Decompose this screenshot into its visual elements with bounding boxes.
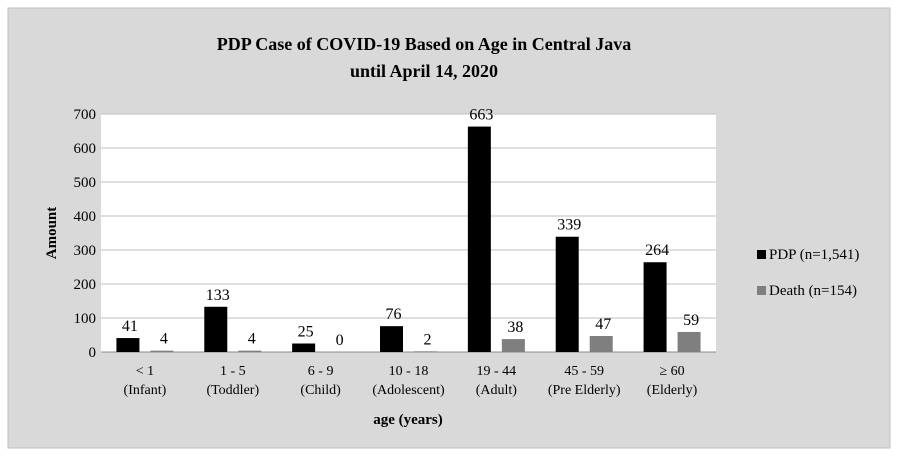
x-tick-labels: < 1 (Infant) 1 - 5 (Toddler) 6 - 9 (Child) 10 … bbox=[124, 364, 698, 398]
legend-swatch-death bbox=[757, 286, 766, 295]
data-label-death: 4 bbox=[160, 331, 168, 348]
gridlines bbox=[101, 113, 716, 353]
y-tick-label: 400 bbox=[74, 209, 97, 225]
y-tick-label: 0 bbox=[89, 345, 97, 361]
x-tick-label: < 1 bbox=[136, 364, 154, 379]
x-tick-label-sub: (Elderly) bbox=[647, 383, 698, 398]
bar-pdp bbox=[467, 126, 491, 352]
bar-death bbox=[589, 336, 613, 352]
x-tick-label-sub: (Infant) bbox=[124, 383, 167, 398]
data-label-death: 38 bbox=[507, 319, 523, 336]
data-label-pdp: 264 bbox=[645, 242, 669, 259]
chart-title-line1: PDP Case of COVID-19 Based on Age in Cen… bbox=[217, 34, 632, 54]
bar-death bbox=[414, 351, 437, 352]
data-label-pdp: 663 bbox=[469, 107, 493, 124]
data-label-pdp: 25 bbox=[298, 324, 314, 341]
data-label-pdp: 41 bbox=[122, 318, 138, 335]
data-label-pdp: 76 bbox=[386, 306, 402, 323]
bar-death bbox=[150, 350, 174, 352]
plot-area-background bbox=[101, 114, 716, 352]
x-tick-label-sub: (Toddler) bbox=[206, 383, 259, 398]
x-tick-label: 45 - 59 bbox=[564, 364, 604, 379]
bar-pdp bbox=[380, 326, 403, 352]
bar-pdp bbox=[116, 338, 140, 352]
x-tick-label-sub: (Adolescent) bbox=[372, 383, 445, 398]
data-labels-group: 41 4 133 4 25 0 76 2 663 38 339 47 264 59 bbox=[122, 107, 699, 349]
y-tick-label: 700 bbox=[74, 107, 97, 123]
bar-pdp bbox=[204, 306, 228, 352]
chart-title-line2: until April 14, 2020 bbox=[350, 61, 498, 81]
x-tick-label: 6 - 9 bbox=[308, 364, 334, 379]
data-label-pdp: 133 bbox=[206, 287, 230, 304]
x-tick-label: 1 - 5 bbox=[220, 364, 246, 379]
y-tick-labels: 0 100 200 300 400 500 600 700 bbox=[74, 107, 97, 361]
y-tick-label: 500 bbox=[74, 175, 97, 191]
bar-pdp bbox=[292, 343, 316, 352]
bar-death bbox=[677, 331, 701, 352]
data-label-pdp: 339 bbox=[557, 217, 581, 234]
data-label-death: 4 bbox=[248, 331, 256, 348]
x-tick-label-sub: (Child) bbox=[300, 383, 341, 398]
x-axis-label: age (years) bbox=[373, 412, 443, 428]
y-tick-label: 600 bbox=[74, 141, 97, 157]
x-tick-label: 10 - 18 bbox=[389, 364, 429, 379]
x-tick-label: ≥ 60 bbox=[659, 364, 684, 379]
y-tick-label: 300 bbox=[74, 243, 97, 259]
data-label-death: 47 bbox=[595, 316, 611, 333]
data-label-death: 2 bbox=[424, 331, 432, 348]
x-tick-label-sub: (Adult) bbox=[476, 383, 518, 398]
data-label-death: 0 bbox=[336, 332, 344, 349]
y-tick-label: 200 bbox=[74, 277, 97, 293]
x-tick-label: 19 - 44 bbox=[477, 364, 517, 379]
bar-death bbox=[501, 339, 525, 352]
data-label-death: 59 bbox=[683, 312, 699, 329]
bar-pdp bbox=[555, 236, 579, 352]
bar-pdp bbox=[643, 262, 667, 352]
legend-label-death: Death (n=154) bbox=[769, 283, 857, 299]
legend-swatch-pdp bbox=[757, 250, 766, 259]
y-axis-label: Amount bbox=[44, 207, 60, 260]
x-tick-label-sub: (Pre Elderly) bbox=[548, 383, 621, 398]
bars-group bbox=[116, 126, 701, 352]
legend: PDP (n=1,541) Death (n=154) bbox=[757, 247, 859, 299]
bar-death bbox=[238, 350, 262, 352]
legend-label-pdp: PDP (n=1,541) bbox=[769, 247, 859, 263]
y-tick-label: 100 bbox=[74, 311, 97, 327]
